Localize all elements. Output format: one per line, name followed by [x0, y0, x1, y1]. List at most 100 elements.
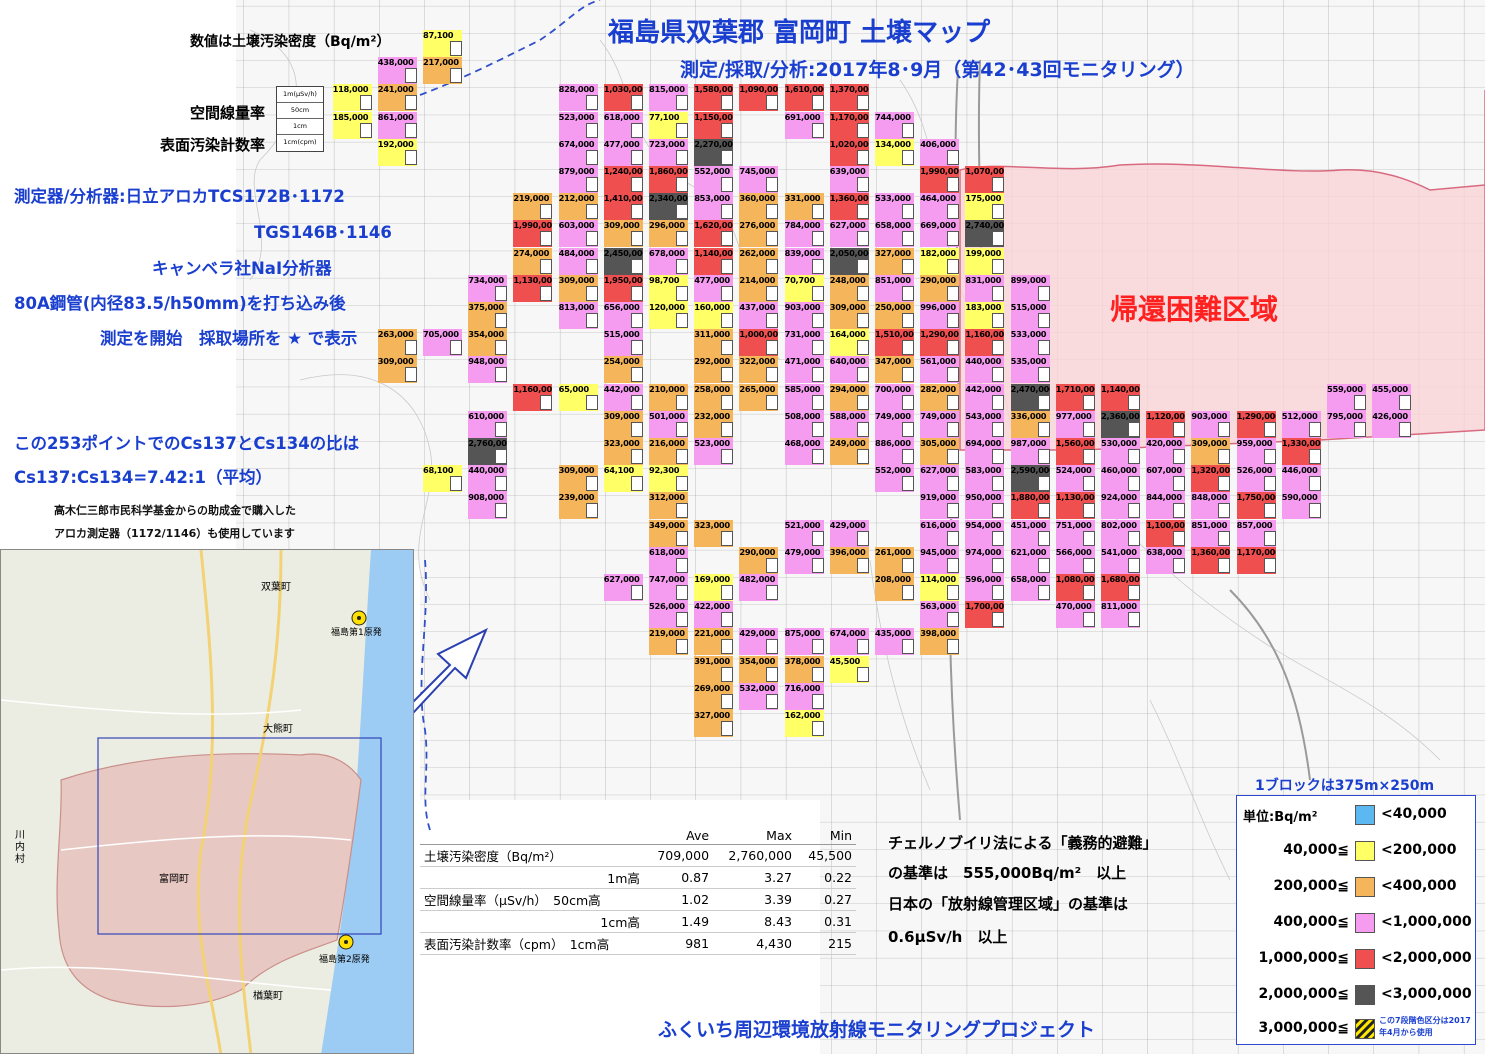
cell-value: 1,880,000 [1010, 492, 1050, 503]
cell-value: 1,170,000 [1236, 546, 1276, 557]
measurement-cell: 526,000 [649, 601, 688, 629]
measurement-cell: 327,000 [694, 710, 734, 737]
stats-cell: 1.49 [643, 910, 714, 933]
cell-value: 477,000 [603, 138, 640, 149]
measurement-cell: 566,000 [1055, 546, 1095, 574]
measurement-cell: 621,000 [1010, 546, 1050, 574]
measurement-cell: 199,000 [965, 247, 1005, 275]
cell-value: 879,000 [558, 166, 595, 176]
stats-header [420, 827, 644, 845]
measurement-cell: 674,000 [558, 138, 598, 166]
measurement-cell: 532,000 [739, 682, 779, 710]
cell-value: 375,000 [468, 302, 504, 312]
instrument-line-2: TGS146B･1146 [254, 223, 392, 242]
cell-value: 70,700 [784, 274, 816, 285]
cell-dose-box [992, 449, 1005, 464]
cell-dose-box [585, 177, 598, 192]
cell-dose-box [676, 476, 688, 492]
cell-value: 347,000 [875, 356, 911, 367]
cell-dose-box [1308, 449, 1321, 464]
measurement-cell: 282,000 [920, 383, 960, 411]
cell-dose-box [540, 285, 553, 301]
cell-value: 92,300 [649, 465, 680, 476]
cell-dose-box [1308, 476, 1321, 492]
cell-dose-box [856, 177, 869, 192]
cell-value: 262,000 [739, 247, 776, 258]
cell-dose-box [1263, 530, 1276, 546]
cell-dose-box [856, 95, 869, 111]
cell-value: 603,000 [558, 220, 595, 231]
cell-dose-box [721, 449, 734, 464]
cell-dose-box [721, 530, 734, 546]
measurement-cell: 312,000 [649, 492, 688, 520]
cell-dose-box [811, 258, 824, 274]
cell-value: 533,000 [1010, 329, 1047, 340]
measurement-cell: 2,360,000 [1101, 410, 1140, 438]
cell-value: 1,750,000 [1236, 492, 1276, 503]
measurement-cell: 1,680,000 [1101, 574, 1140, 601]
measurement-cell: 45,500 [829, 655, 869, 683]
cell-dose-box [585, 149, 598, 165]
inset-label-futaba: 双葉町 [261, 582, 291, 593]
measurement-cell: 691,000 [784, 111, 824, 139]
legend-swatch [1355, 841, 1375, 861]
cell-value: 1,130,000 [513, 274, 552, 285]
measurement-cell: 585,000 [784, 383, 824, 411]
stats-cell: 3.27 [713, 866, 797, 889]
cell-value: 282,000 [920, 383, 956, 394]
cell-dose-box [992, 530, 1005, 546]
inset-map: 双葉町 福島第1原発 大熊町 川内村 富岡町 福島第2原発 楢葉町 [0, 549, 414, 1054]
measurement-cell: 678,000 [649, 247, 688, 275]
cell-dose-box [1308, 421, 1321, 437]
cell-value: 446,000 [1281, 465, 1318, 476]
measurement-cell: 616,000 [920, 519, 960, 547]
cell-dose-box [721, 177, 734, 192]
legend-swatch [1355, 805, 1375, 825]
measurement-cell: 309,000 [603, 220, 643, 248]
surface-label: 表面汚染計数率 [160, 136, 266, 154]
measurement-cell: 945,000 [920, 546, 960, 574]
measurement-cell: 669,000 [920, 220, 960, 248]
measurement-cell: 802,000 [1101, 519, 1140, 547]
cell-dose-box [856, 367, 869, 383]
legend-row: 400,000≦ <1,000,000 [1237, 910, 1475, 940]
cell-value: 309,000 [829, 302, 866, 312]
measurement-cell: 309,000 [829, 302, 869, 329]
measurement-cell: 627,000 [829, 220, 869, 248]
cell-value: 700,000 [875, 383, 911, 394]
cell-dose-box [992, 503, 1005, 519]
cell-dose-box [359, 95, 372, 111]
cell-value: 924,000 [1101, 492, 1137, 503]
cell-value: 464,000 [920, 193, 956, 204]
cell-dose-box [585, 394, 598, 410]
cell-dose-box [992, 285, 1005, 301]
cell-dose-box [1399, 421, 1412, 437]
measurement-cell: 731,000 [784, 329, 824, 357]
cell-value: 815,000 [649, 84, 685, 95]
measurement-cell: 169,000 [694, 574, 734, 601]
cell-dose-box [404, 340, 417, 356]
cell-dose-box [811, 449, 824, 464]
cell-dose-box [992, 557, 1005, 573]
cell-value: 162,000 [784, 710, 821, 720]
stats-row-label: 空間線量率（μSv/h） 50cm高 [420, 888, 644, 911]
measurement-cell: 305,000 [920, 438, 960, 465]
cell-value: 468,000 [784, 438, 821, 448]
measurement-cell: 848,000 [1191, 492, 1231, 520]
cell-value: 175,000 [965, 193, 1002, 204]
chernobyl-line-4: 0.6μSv/h 以上 [888, 928, 1008, 946]
cell-value: 232,000 [694, 410, 730, 421]
measurement-cell: 354,000 [739, 655, 779, 683]
cell-value: 114,000 [920, 574, 956, 584]
measurement-cell: 523,000 [694, 438, 734, 465]
cell-value: 552,000 [694, 166, 730, 176]
measurement-cell: 2,450,000 [603, 247, 643, 275]
cell-dose-box [676, 313, 688, 328]
cell-value: 784,000 [784, 220, 821, 231]
measurement-cell: 2,470,000 [1010, 383, 1050, 411]
cell-dose-box [1037, 557, 1050, 573]
measurement-cell: 1,000,000 [739, 329, 779, 357]
cell-dose-box [811, 122, 824, 138]
cell-dose-box [630, 285, 643, 301]
measurement-cell: 1,170,000 [1236, 546, 1276, 574]
